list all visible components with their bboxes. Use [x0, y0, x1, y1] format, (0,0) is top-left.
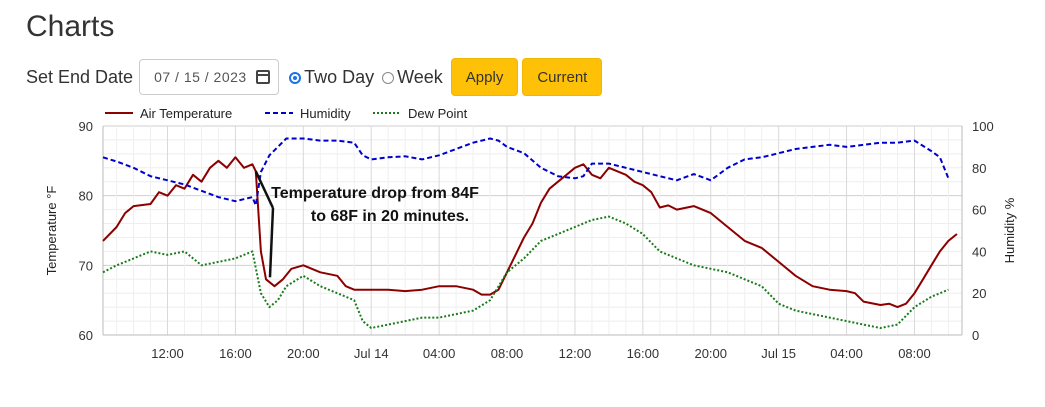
y-left-tick-label: 80	[79, 189, 93, 204]
week-radio[interactable]	[382, 72, 395, 84]
y-right-tick-label: 100	[972, 119, 994, 134]
x-tick-label: 08:00	[491, 346, 524, 361]
y-right-tick-label: 60	[972, 203, 986, 218]
chart-legend: Air Temperature Humidity Dew Point	[105, 106, 468, 121]
annotation-pointer-line	[254, 170, 275, 209]
y-left-tick-label: 70	[79, 258, 93, 273]
annotation-pointer-line	[268, 207, 275, 278]
x-tick-label: 04:00	[423, 346, 456, 361]
annotation-text-line: Temperature drop from 84F	[271, 185, 479, 202]
end-date-input[interactable]: 07 / 15 / 2023	[139, 59, 280, 95]
calendar-icon[interactable]	[256, 70, 271, 84]
legend-label: Humidity	[300, 106, 351, 121]
x-tick-label: Jul 15	[761, 346, 796, 361]
chart-grid	[103, 125, 962, 336]
annotation-text-line: to 68F in 20 minutes.	[311, 208, 469, 225]
x-tick-label: Jul 14	[354, 346, 389, 361]
chart-annotation: Temperature drop from 84F to 68F in 20 mi…	[254, 170, 479, 278]
x-tick-label: 12:00	[151, 346, 184, 361]
series-line-dew-point	[102, 215, 949, 329]
x-tick-label: 20:00	[694, 346, 727, 361]
current-button[interactable]: Current	[522, 58, 603, 96]
apply-button[interactable]: Apply	[450, 58, 519, 96]
chart-axes: 60 70 80 90 0 20 40 60 80 100 12:00 16:00 20:00 Jul 1…	[44, 119, 1017, 361]
x-tick-label: 16:00	[627, 346, 660, 361]
page-title: Charts	[26, 10, 115, 43]
legend-label: Dew Point	[408, 106, 468, 121]
y-right-tick-label: 0	[972, 328, 979, 343]
legend-label: Air Temperature	[140, 106, 232, 121]
week-label[interactable]: Week	[397, 66, 443, 87]
series-line-air-temperature	[102, 156, 958, 309]
y-left-axis-title: Temperature °F	[44, 186, 59, 276]
series-line-humidity	[102, 137, 950, 207]
x-tick-label: 16:00	[219, 346, 252, 361]
x-tick-label: 20:00	[287, 346, 320, 361]
x-tick-label: 04:00	[830, 346, 863, 361]
x-tick-label: 08:00	[898, 346, 931, 361]
chart: 60 70 80 90 0 20 40 60 80 100 12:00 16:00 20:00 Jul 1…	[44, 106, 1017, 361]
end-date-label: Set End Date	[26, 66, 134, 87]
chart-series	[102, 137, 958, 329]
x-tick-label: 12:00	[559, 346, 592, 361]
end-date-value: 07 / 15 / 2023	[154, 69, 247, 85]
two-day-label[interactable]: Two Day	[304, 66, 375, 87]
y-right-tick-label: 40	[972, 244, 986, 259]
chart-controls: Set End Date 07 / 15 / 2023 Two Day Week…	[26, 58, 603, 96]
two-day-radio[interactable]	[289, 72, 302, 84]
y-right-axis-title: Humidity %	[1002, 197, 1017, 263]
y-right-tick-label: 20	[972, 286, 986, 301]
y-right-tick-label: 80	[972, 161, 986, 176]
y-left-tick-label: 60	[79, 328, 93, 343]
y-left-tick-label: 90	[79, 119, 93, 134]
